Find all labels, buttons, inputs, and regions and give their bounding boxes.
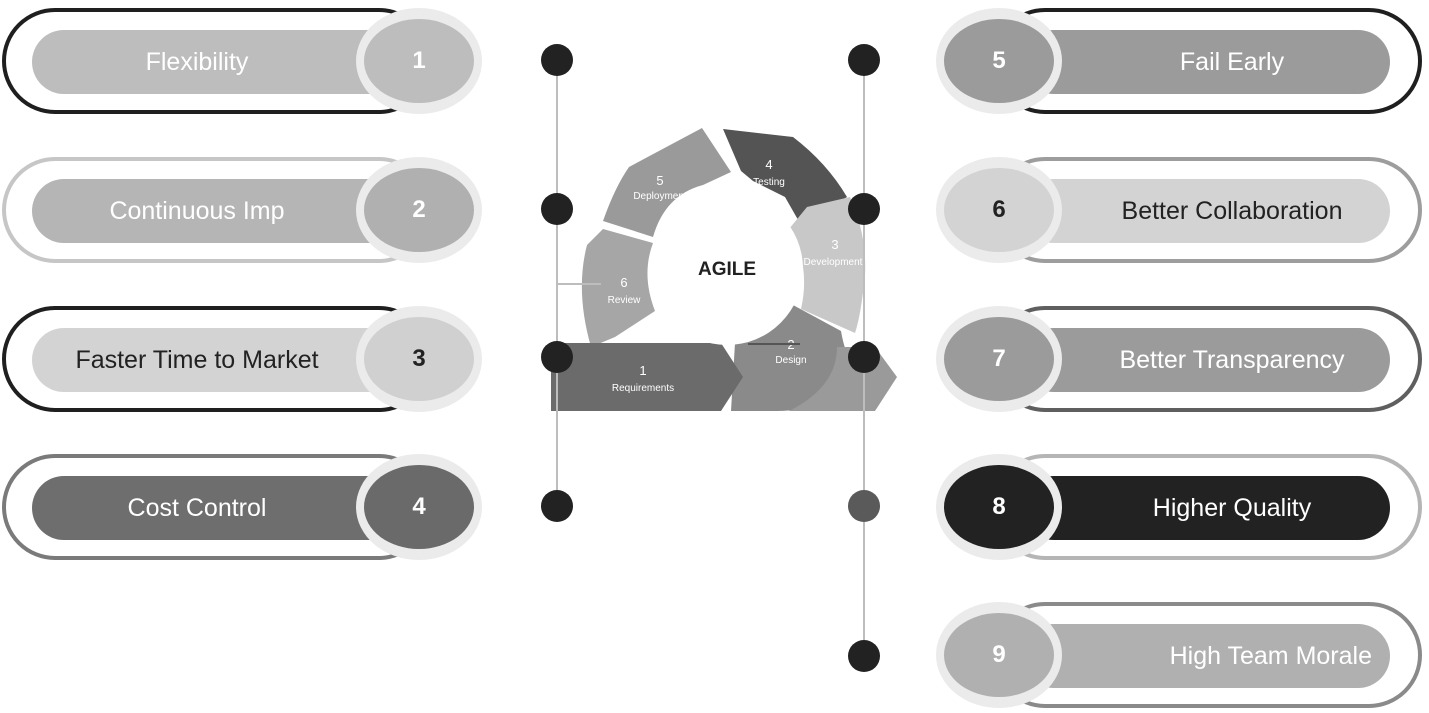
benefit-badge: 7 xyxy=(936,306,1062,412)
benefit-number: 8 xyxy=(944,465,1054,549)
design-connector-tick xyxy=(748,343,800,345)
benefit-number: 5 xyxy=(944,19,1054,103)
connector-dot-8 xyxy=(848,490,880,522)
benefit-number: 4 xyxy=(364,465,474,549)
stage-review-segment xyxy=(581,229,655,347)
benefit-label: Flexibility xyxy=(32,30,402,94)
connector-dot-4 xyxy=(541,490,573,522)
stage-3-number: 3 xyxy=(831,237,838,252)
benefit-number: 7 xyxy=(944,317,1054,401)
benefit-item-2: Continuous Imp 2 xyxy=(0,153,488,267)
benefit-item-1: Flexibility 1 xyxy=(0,4,488,118)
benefit-item-5: Fail Early 5 xyxy=(936,4,1424,118)
stage-1-name: Requirements xyxy=(612,383,674,394)
benefit-badge: 5 xyxy=(936,8,1062,114)
benefit-label: High Team Morale xyxy=(1022,624,1390,688)
benefit-item-3: Faster Time to Market 3 xyxy=(0,302,488,416)
connector-dot-3 xyxy=(541,341,573,373)
stage-5-number: 5 xyxy=(656,173,663,188)
benefit-item-8: Higher Quality 8 xyxy=(936,450,1424,564)
benefit-number: 6 xyxy=(944,168,1054,252)
benefit-number: 1 xyxy=(364,19,474,103)
stage-development-segment xyxy=(789,197,866,333)
connector-dot-6 xyxy=(848,193,880,225)
stage-deployment-segment xyxy=(603,128,731,237)
stage-4-name: Testing xyxy=(753,177,785,188)
stage-requirements-segment xyxy=(551,343,743,411)
benefit-label: Better Transparency xyxy=(1022,328,1390,392)
benefit-item-7: Better Transparency 7 xyxy=(936,302,1424,416)
stage-4-number: 4 xyxy=(765,157,772,172)
connector-dot-7 xyxy=(848,341,880,373)
benefit-number: 2 xyxy=(364,168,474,252)
benefit-label: Cost Control xyxy=(32,476,402,540)
stage-3-name: Development xyxy=(804,257,863,268)
stage-testing-segment xyxy=(723,129,847,225)
benefit-badge: 1 xyxy=(356,8,482,114)
benefit-item-9: High Team Morale 9 xyxy=(936,598,1424,712)
stage-1-number: 1 xyxy=(639,363,646,378)
benefit-badge: 3 xyxy=(356,306,482,412)
stage-2-name: Design xyxy=(775,355,806,366)
benefit-badge: 4 xyxy=(356,454,482,560)
stage-6-number: 6 xyxy=(620,275,627,290)
benefit-label: Continuous Imp xyxy=(32,179,402,243)
benefit-badge: 2 xyxy=(356,157,482,263)
connector-dot-1 xyxy=(541,44,573,76)
connector-dot-9 xyxy=(848,640,880,672)
benefit-badge: 9 xyxy=(936,602,1062,708)
benefit-label: Fail Early xyxy=(1022,30,1390,94)
cycle-center-label: AGILE xyxy=(698,259,756,280)
benefit-label: Higher Quality xyxy=(1022,476,1390,540)
stage-5-name: Deployment xyxy=(633,191,687,202)
benefit-badge: 6 xyxy=(936,157,1062,263)
cycle-center xyxy=(651,193,803,345)
left-connector-tick xyxy=(557,283,601,285)
connector-dot-2 xyxy=(541,193,573,225)
benefit-number: 3 xyxy=(364,317,474,401)
benefit-label: Faster Time to Market xyxy=(32,328,402,392)
stage-6-name: Review xyxy=(608,295,642,306)
agile-cycle-diagram: AGILE 5 Deployment 4 Testing 3 Developme… xyxy=(551,128,897,411)
benefit-item-4: Cost Control 4 xyxy=(0,450,488,564)
benefit-number: 9 xyxy=(944,613,1054,697)
benefit-item-6: Better Collaboration 6 xyxy=(936,153,1424,267)
benefit-label: Better Collaboration xyxy=(1022,179,1390,243)
benefit-badge: 8 xyxy=(936,454,1062,560)
connector-dot-5 xyxy=(848,44,880,76)
